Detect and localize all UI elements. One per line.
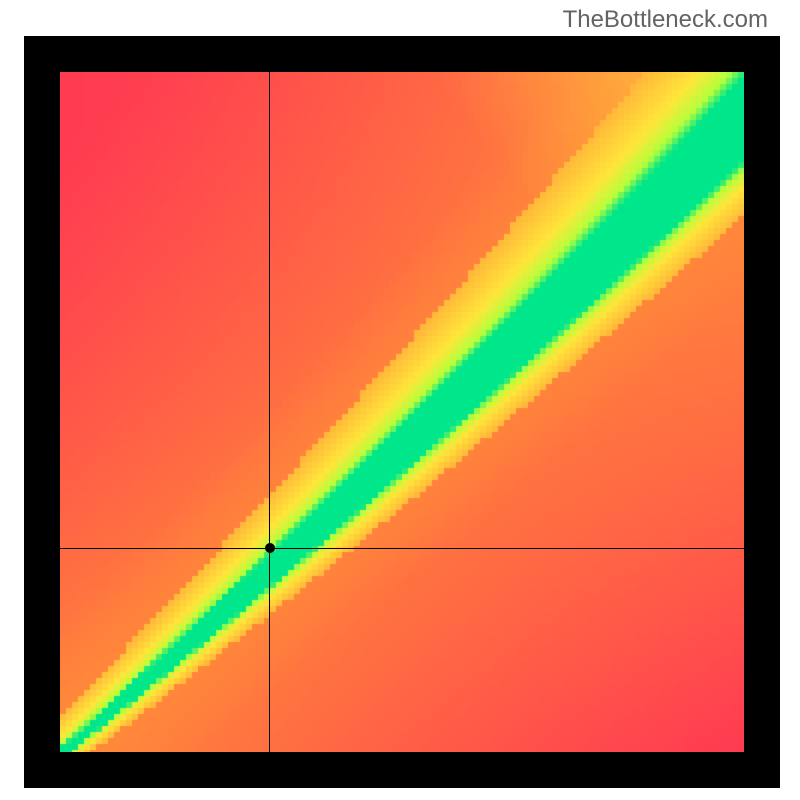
crosshair-horizontal	[60, 548, 744, 549]
crosshair-vertical	[269, 72, 270, 752]
plot-border	[24, 36, 780, 788]
watermark-text: TheBottleneck.com	[563, 6, 768, 34]
crosshair-marker	[265, 543, 275, 553]
